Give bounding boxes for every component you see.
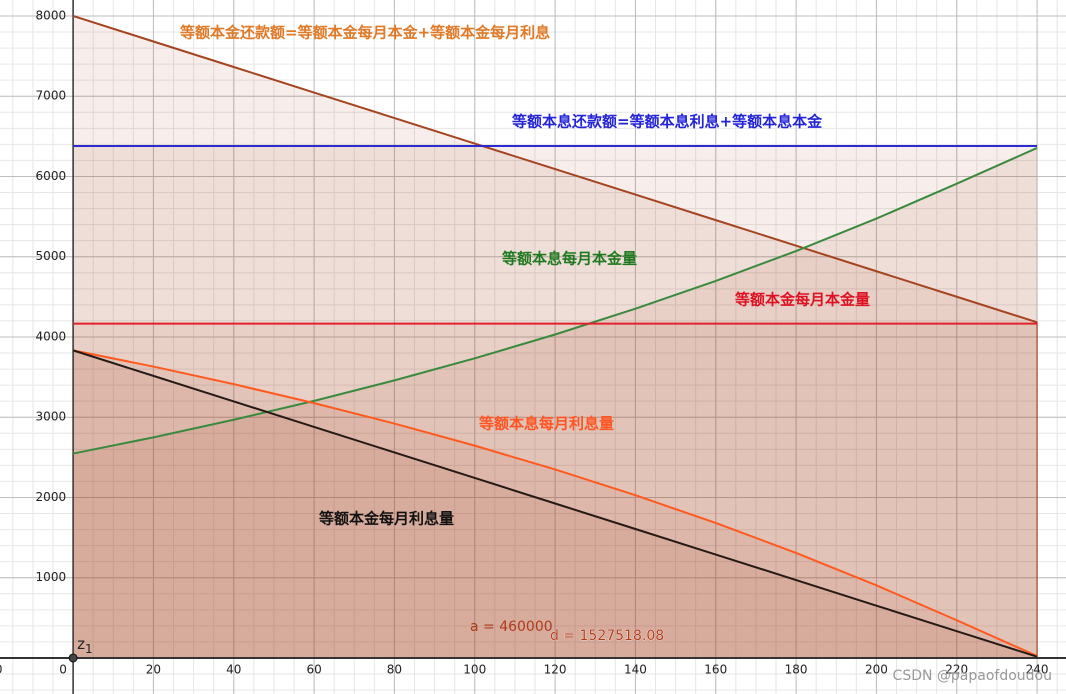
y-tick-label: 1000 xyxy=(36,570,67,584)
x-tick-label: 240 xyxy=(1026,662,1049,676)
y-tick-label: 2000 xyxy=(36,490,67,504)
series-line xyxy=(72,349,1038,657)
area-fill xyxy=(73,147,1038,658)
x-tick-label: 40 xyxy=(226,662,241,676)
series-label: 等额本息每月利息量 xyxy=(479,415,614,433)
y-tick-label: 3000 xyxy=(36,410,67,424)
series-line xyxy=(72,349,1038,658)
point-name: z xyxy=(77,634,85,652)
x-tick-label: 80 xyxy=(387,662,402,676)
series-label: 等额本息还款额=等额本息利息+等额本息本金 xyxy=(512,113,823,131)
x-tick-label: 220 xyxy=(945,662,968,676)
x-tick-label: -20 xyxy=(0,662,3,676)
annotation: a = 460000 xyxy=(470,619,553,635)
y-tick-label: 6000 xyxy=(36,169,67,183)
area-fill xyxy=(73,323,1038,658)
series-line xyxy=(72,146,1038,455)
point xyxy=(68,653,78,663)
x-tick-label: 160 xyxy=(704,662,727,676)
annotation: d = 1527518.08 xyxy=(550,628,664,644)
x-tick-label: 0 xyxy=(59,662,67,676)
series-label: 等额本金每月利息量 xyxy=(319,510,454,528)
area-fill xyxy=(73,15,1038,658)
area-fill xyxy=(73,145,1038,658)
series-label: 等额本金还款额=等额本金每月本金+等额本金每月利息 xyxy=(180,24,550,42)
series-label: 等额本息每月本金量 xyxy=(502,250,637,268)
x-tick-label: 200 xyxy=(865,662,888,676)
x-tick-label: 20 xyxy=(146,662,161,676)
point-label: z1 xyxy=(77,634,93,655)
series-line xyxy=(72,15,1038,324)
y-tick-label: 4000 xyxy=(36,329,67,343)
y-tick-label: 8000 xyxy=(36,8,67,22)
x-tick-label: 100 xyxy=(463,662,486,676)
y-tick-label: 7000 xyxy=(36,89,67,103)
x-tick-label: 60 xyxy=(306,662,321,676)
x-tick-label: 180 xyxy=(785,662,808,676)
watermark: CSDN @papaofdoudou xyxy=(893,668,1052,684)
series-label: 等额本金每月本金量 xyxy=(735,291,870,309)
x-tick-label: 140 xyxy=(624,662,647,676)
point-subscript: 1 xyxy=(85,641,93,655)
x-tick-label: 120 xyxy=(544,662,567,676)
y-tick-label: 5000 xyxy=(36,249,67,263)
